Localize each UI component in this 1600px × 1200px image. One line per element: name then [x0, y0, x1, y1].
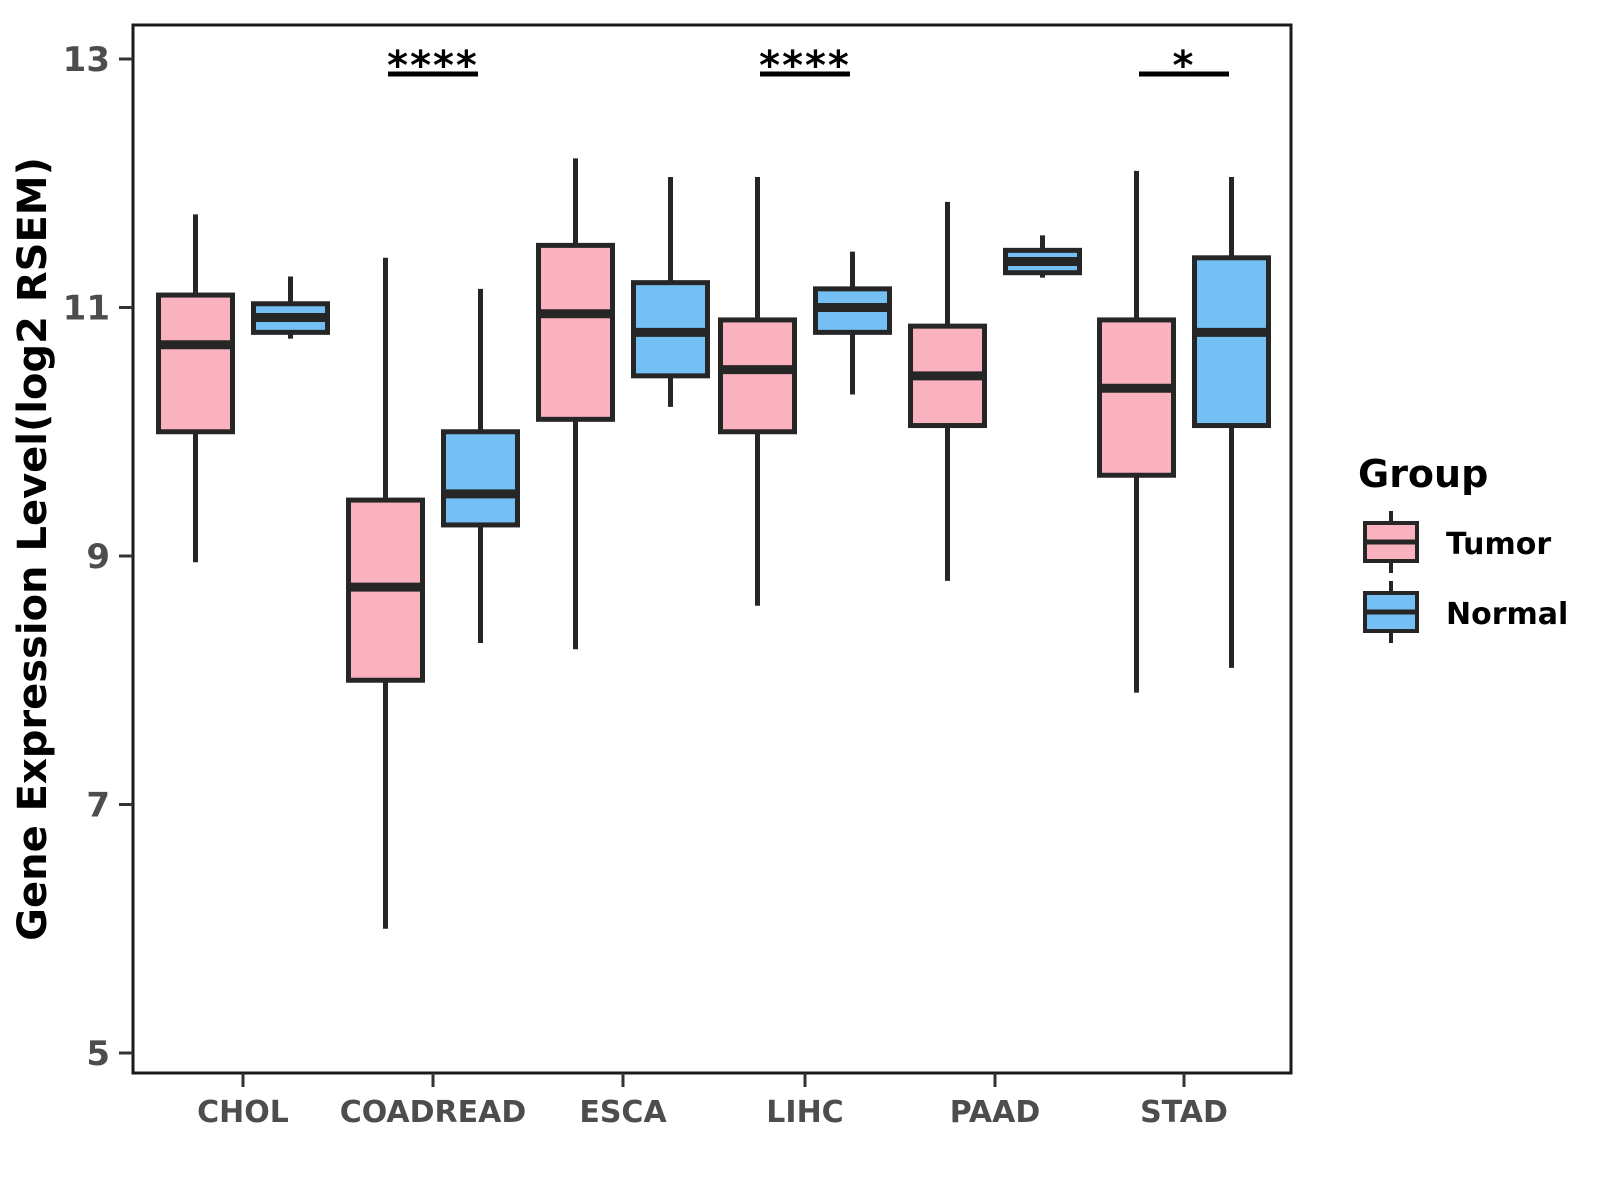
legend-label-normal: Normal — [1446, 597, 1568, 632]
x-category-label: ESCA — [579, 1095, 667, 1130]
iqr-box — [536, 242, 615, 422]
box-chol-tumor — [156, 214, 235, 563]
legend-label-tumor: Tumor — [1446, 527, 1551, 562]
significance-lihc: **** — [759, 43, 851, 89]
box-coadread-normal — [441, 288, 520, 643]
significance-stars: **** — [387, 43, 479, 89]
y-axis: 5 7 9 11 13 — [63, 40, 133, 1074]
significance-coadread: **** — [387, 43, 479, 89]
box-chol-normal — [251, 276, 330, 339]
legend-key-normal: Normal — [1363, 581, 1568, 643]
legend-title: Group — [1358, 452, 1488, 496]
legend: Group Tumor Normal — [1358, 452, 1568, 643]
box-paad-tumor — [908, 201, 987, 581]
y-tick-label: 13 — [63, 40, 110, 80]
box-lihc-normal — [813, 251, 892, 395]
x-axis: CHOL COADREAD ESCA LIHC PAAD STAD — [197, 1073, 1228, 1130]
y-tick-label: 11 — [63, 289, 110, 329]
iqr-box — [1192, 255, 1271, 429]
iqr-box — [1097, 317, 1176, 478]
x-category-label: COADREAD — [340, 1095, 527, 1130]
box-lihc-tumor — [718, 177, 797, 606]
significance-stars: **** — [759, 43, 851, 89]
plot-panel-border — [131, 23, 1293, 1075]
boxplots — [156, 158, 1271, 929]
x-category-label: PAAD — [950, 1095, 1041, 1130]
iqr-box — [156, 292, 235, 435]
x-category-label: LIHC — [766, 1095, 843, 1130]
iqr-box — [718, 317, 797, 435]
box-esca-tumor — [536, 158, 615, 650]
box-stad-normal — [1192, 177, 1271, 668]
x-category-label: CHOL — [197, 1095, 289, 1130]
iqr-box — [441, 429, 520, 528]
y-tick-label: 5 — [86, 1034, 110, 1074]
y-tick-label: 9 — [86, 537, 110, 577]
significance-stad: * — [1139, 43, 1229, 89]
box-paad-normal — [1003, 235, 1082, 278]
y-tick-label: 7 — [86, 786, 110, 826]
x-category-label: STAD — [1140, 1095, 1228, 1130]
legend-key-tumor: Tumor — [1363, 511, 1551, 573]
box-stad-tumor — [1097, 170, 1176, 693]
box-coadread-tumor — [346, 257, 425, 929]
box-esca-normal — [631, 177, 710, 407]
significance-stars: * — [1173, 43, 1196, 89]
significance-annotations: **** **** * — [387, 43, 1229, 89]
y-axis-title: Gene Expression Level(log2 RSEM) — [10, 157, 56, 941]
